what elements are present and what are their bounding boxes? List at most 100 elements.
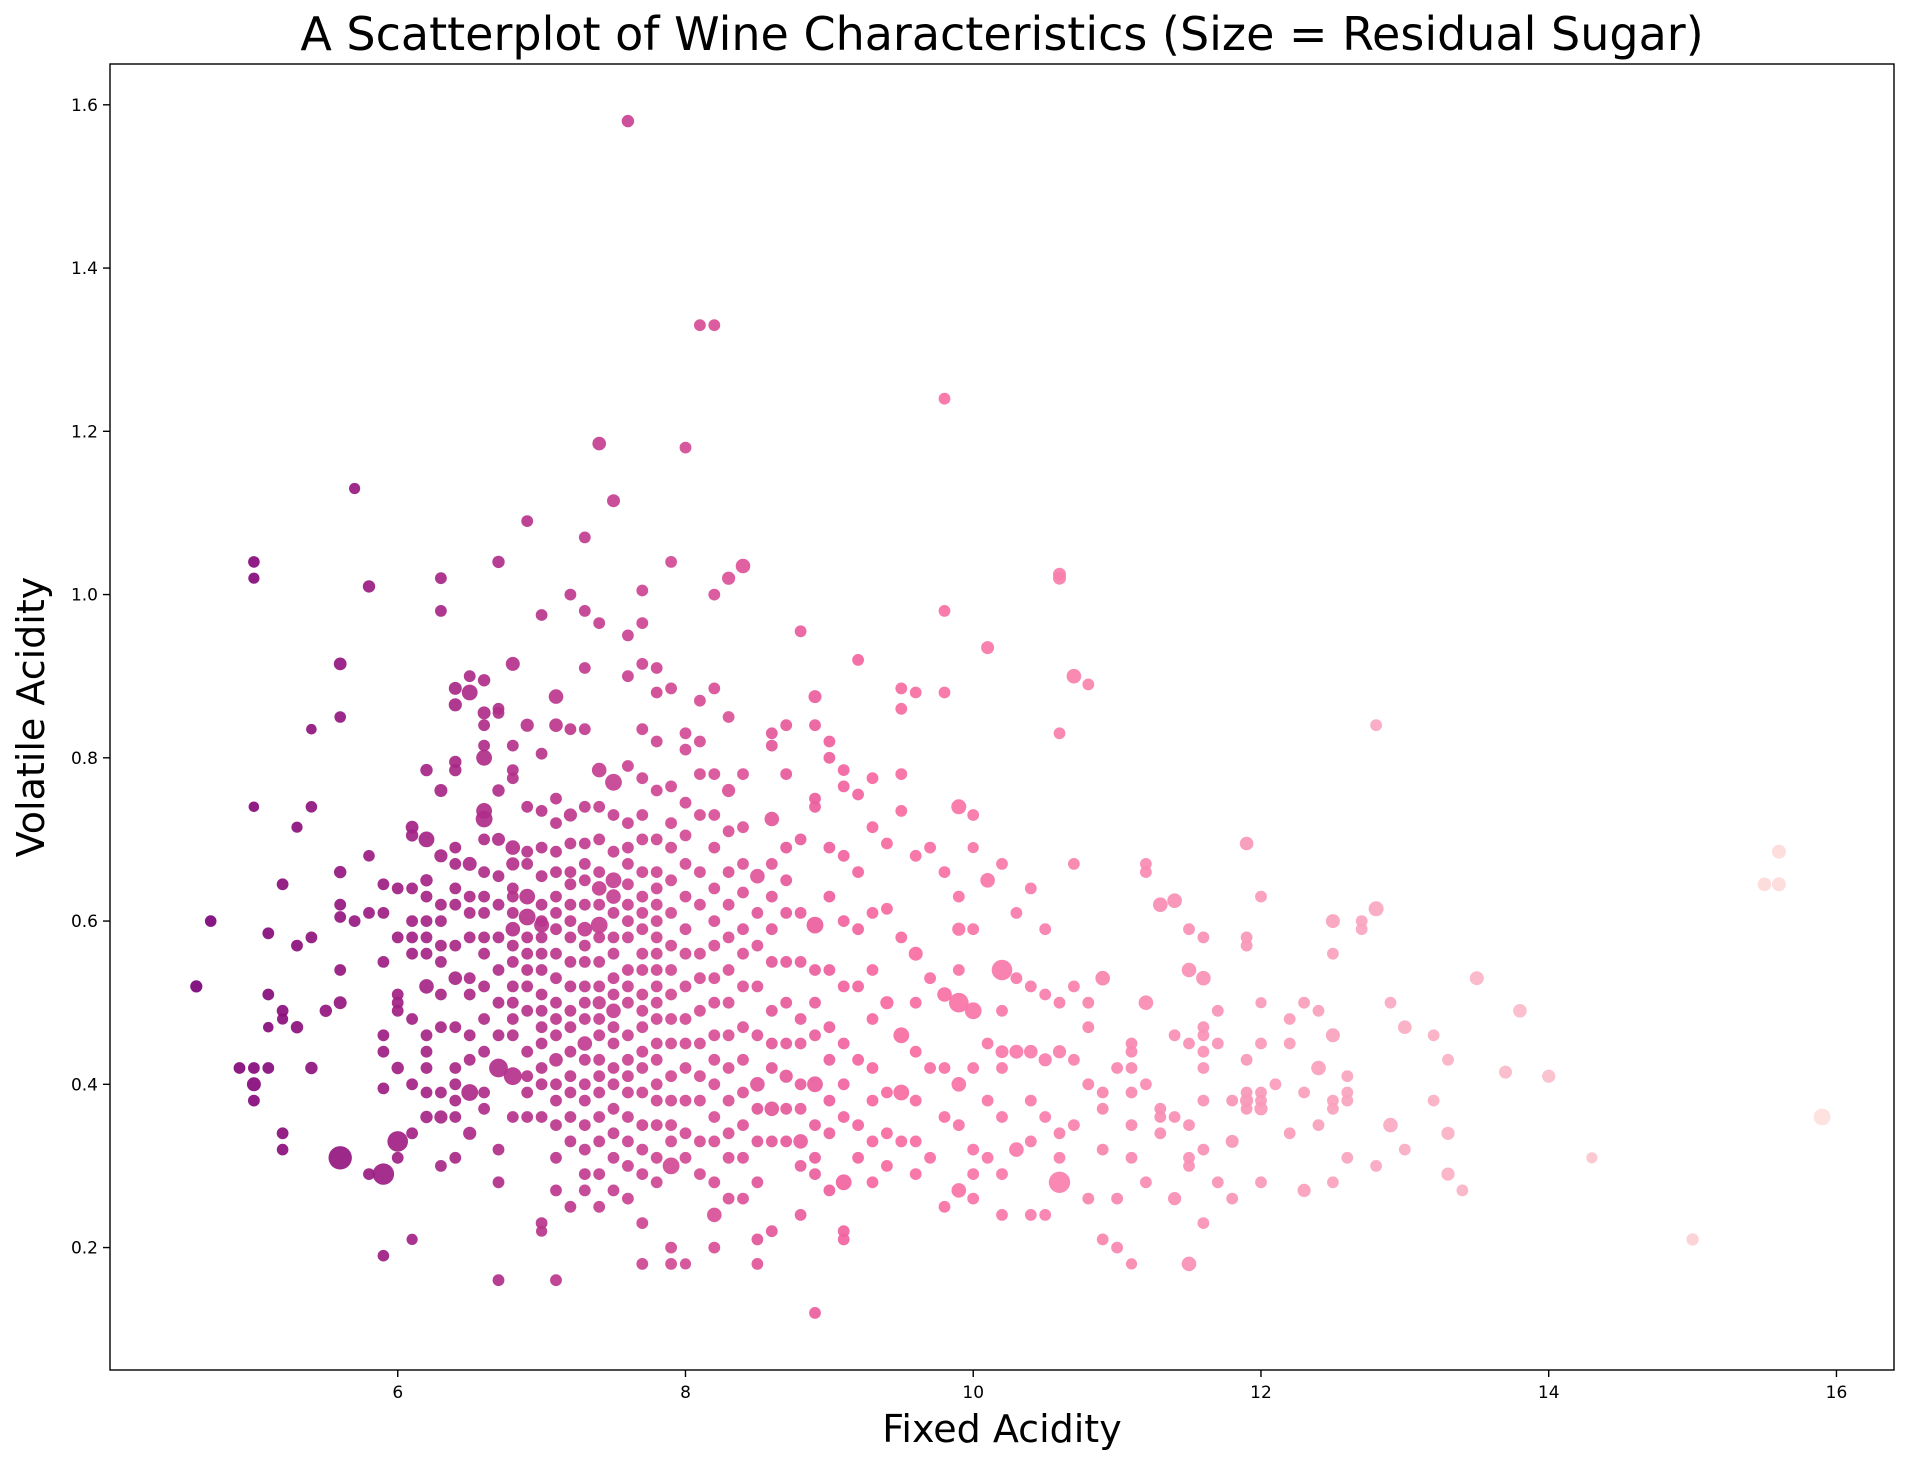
scatter-point [1197,1094,1210,1107]
scatter-point [780,874,793,887]
scatter-point [607,1078,620,1091]
scatter-point [478,866,490,878]
scatter-point [1197,1062,1210,1074]
scatter-point [449,1111,462,1123]
scatter-point [420,1045,433,1058]
scatter-point [1312,1004,1325,1017]
scatter-point [909,1168,922,1180]
y-tick-label: 1.4 [71,259,98,279]
scatter-point [694,1004,706,1017]
scatter-point [593,1111,606,1123]
scatter-point [737,1086,749,1099]
scatter-point [938,1200,951,1213]
scatter-point [564,980,577,993]
scatter-point [1068,1053,1080,1066]
scatter-point [1297,1183,1311,1197]
scatter-point [593,1200,606,1213]
scatter-point [665,682,677,695]
scatter-point [1469,971,1484,986]
scatter-point [462,856,477,871]
scatter-point [463,1029,476,1042]
scatter-point [593,1013,606,1025]
scatter-point [334,865,347,879]
scatter-point [593,1053,606,1066]
scatter-point [996,1168,1008,1180]
scatter-point [492,784,505,797]
y-tick-label: 1.0 [71,586,98,606]
scatter-point [478,980,490,993]
scatter-point [952,1119,965,1131]
scatter-point [1183,1151,1195,1164]
scatter-point [478,1102,490,1115]
scatter-point [622,1029,634,1042]
scatter-point [449,882,462,895]
scatter-point [1197,1217,1210,1229]
scatter-point [333,996,347,1010]
scatter-point [521,858,534,870]
scatter-point [420,1110,433,1124]
scatter-point [578,723,591,736]
scatter-point [722,1094,735,1107]
scatter-point [535,805,548,817]
scatter-point [372,1163,395,1185]
scatter-point [406,1233,418,1245]
scatter-point [679,1037,692,1050]
scatter-point [593,980,606,993]
scatter-point [779,1069,793,1083]
scatter-point [895,1135,908,1148]
scatter-point [722,783,736,798]
x-axis: 6 8 10 12 14 16 [392,1370,1847,1403]
scatter-point [895,682,908,695]
scatter-point [1283,1127,1296,1140]
scatter-point [866,964,879,976]
scatter-point [1197,1143,1210,1156]
scatter-point [276,1127,289,1140]
scatter-point [837,915,850,927]
scatter-point [679,890,692,903]
scatter-point [622,858,634,870]
scatter-point [881,837,893,850]
scatter-point [650,833,663,846]
scatter-point [708,1176,721,1189]
scatter-point [809,1029,821,1042]
scatter-point [780,996,793,1009]
scatter-point [951,799,967,815]
scatter-point [895,931,908,944]
scatter-point [1370,1160,1382,1172]
scatter-point [751,939,764,952]
scatter-point [607,907,620,919]
scatter-point [981,1037,994,1050]
scatter-point [1053,571,1066,585]
scatter-point [564,837,577,850]
scatter-point [1327,1094,1339,1107]
scatter-point [809,996,821,1009]
scatter-point [765,956,778,968]
scatter-point [449,1094,462,1107]
scatter-point [665,907,677,919]
scatter-point [535,947,548,960]
scatter-point [852,788,864,801]
scatter-point [463,931,476,944]
scatter-point [665,1094,677,1107]
scatter-point [478,833,490,846]
scatter-point [837,980,850,993]
scatter-point [521,1111,534,1123]
scatter-point [694,809,706,821]
scatter-point [909,1135,922,1148]
scatter-point [636,1086,649,1099]
scatter-point [550,996,562,1009]
y-tick-label: 0.8 [71,749,98,769]
scatter-point [967,923,980,936]
scatter-point [636,772,649,785]
scatter-point [448,698,462,712]
scatter-point [1154,1127,1167,1140]
scatter-point [1513,1004,1527,1018]
scatter-point [694,947,706,960]
scatter-point [505,840,521,855]
scatter-point [622,1135,634,1148]
scatter-point [636,964,649,976]
scatter-point [1010,972,1023,985]
scatter-point [406,947,418,960]
scatter-point [535,1078,548,1091]
scatter-point [435,572,447,585]
